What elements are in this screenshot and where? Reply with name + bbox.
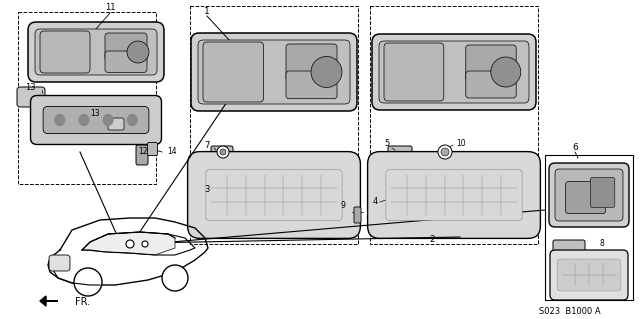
Text: 14: 14 (167, 147, 177, 157)
FancyBboxPatch shape (550, 250, 628, 300)
FancyBboxPatch shape (105, 33, 147, 61)
FancyBboxPatch shape (206, 170, 342, 220)
Text: 9: 9 (340, 201, 345, 210)
FancyBboxPatch shape (40, 31, 90, 73)
Text: 13: 13 (90, 108, 100, 117)
Circle shape (438, 145, 452, 159)
FancyBboxPatch shape (105, 51, 147, 72)
Text: 4: 4 (372, 197, 378, 206)
Circle shape (217, 146, 229, 158)
Text: 5: 5 (385, 138, 390, 147)
Polygon shape (82, 232, 175, 255)
Bar (370, 6, 538, 244)
FancyBboxPatch shape (17, 87, 45, 107)
FancyBboxPatch shape (108, 118, 124, 130)
Text: 8: 8 (600, 239, 605, 248)
FancyBboxPatch shape (191, 33, 357, 111)
FancyBboxPatch shape (147, 143, 157, 155)
FancyBboxPatch shape (188, 152, 360, 238)
Text: 12: 12 (138, 147, 147, 157)
FancyBboxPatch shape (35, 29, 157, 75)
Text: 11: 11 (105, 4, 115, 12)
Circle shape (142, 241, 148, 247)
Bar (545, 155, 633, 300)
FancyBboxPatch shape (384, 43, 444, 101)
Text: 10: 10 (456, 138, 466, 147)
Text: S023  B1000 A: S023 B1000 A (539, 308, 601, 316)
FancyBboxPatch shape (43, 107, 149, 133)
Ellipse shape (103, 115, 113, 125)
Text: 2: 2 (429, 235, 435, 244)
Text: 3: 3 (204, 186, 210, 195)
FancyBboxPatch shape (549, 163, 629, 227)
FancyBboxPatch shape (211, 146, 233, 158)
Ellipse shape (55, 115, 65, 125)
FancyBboxPatch shape (49, 255, 70, 271)
FancyBboxPatch shape (566, 182, 605, 214)
FancyBboxPatch shape (367, 152, 540, 238)
FancyBboxPatch shape (286, 44, 337, 81)
Polygon shape (40, 296, 58, 306)
Circle shape (162, 265, 188, 291)
FancyBboxPatch shape (31, 95, 161, 145)
Ellipse shape (127, 115, 137, 125)
Bar (190, 6, 358, 244)
FancyBboxPatch shape (203, 42, 264, 102)
FancyBboxPatch shape (372, 34, 536, 110)
FancyBboxPatch shape (388, 146, 412, 158)
Circle shape (311, 56, 342, 87)
FancyBboxPatch shape (386, 170, 522, 220)
Text: 13: 13 (25, 84, 35, 93)
Circle shape (126, 240, 134, 248)
FancyBboxPatch shape (553, 240, 585, 254)
FancyBboxPatch shape (466, 71, 516, 98)
Text: 6: 6 (572, 144, 578, 152)
Text: FR.: FR. (75, 297, 90, 307)
FancyBboxPatch shape (557, 259, 621, 291)
Ellipse shape (79, 115, 89, 125)
Text: 1: 1 (204, 6, 210, 16)
FancyBboxPatch shape (590, 177, 615, 207)
FancyBboxPatch shape (28, 22, 164, 82)
FancyBboxPatch shape (555, 169, 623, 221)
Circle shape (491, 57, 521, 87)
Circle shape (220, 149, 226, 155)
Circle shape (127, 41, 149, 63)
Bar (18, 12, 156, 184)
FancyBboxPatch shape (286, 71, 337, 99)
Text: 7: 7 (204, 140, 210, 150)
FancyBboxPatch shape (354, 207, 361, 223)
FancyBboxPatch shape (466, 45, 516, 81)
Circle shape (74, 268, 102, 296)
FancyBboxPatch shape (136, 145, 148, 165)
FancyBboxPatch shape (379, 41, 529, 103)
Circle shape (441, 148, 449, 156)
FancyBboxPatch shape (198, 40, 350, 104)
